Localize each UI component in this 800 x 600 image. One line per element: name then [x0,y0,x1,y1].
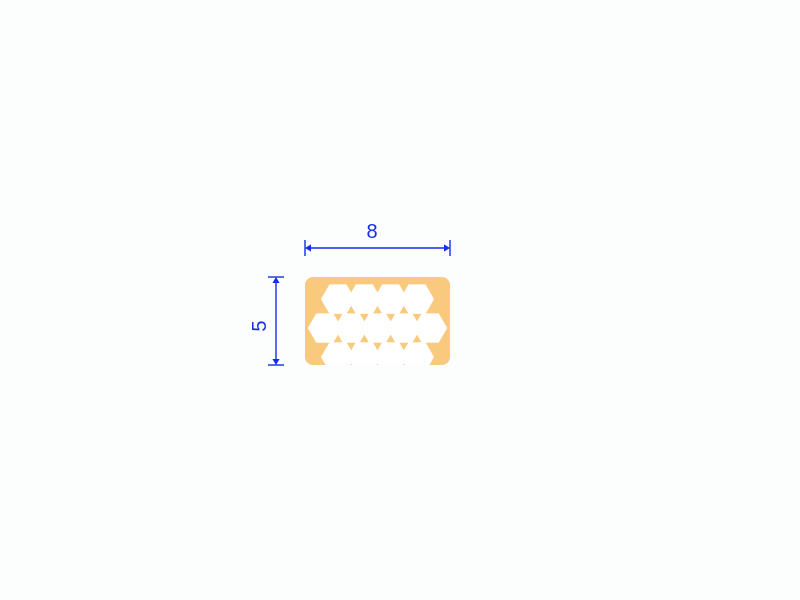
honeycomb-holes [308,284,447,371]
drawing-svg: 8 5 [0,0,800,600]
drawing-canvas: 8 5 [0,0,800,600]
width-label: 8 [366,221,377,243]
profile-shape [305,277,450,372]
height-label: 5 [249,320,271,331]
